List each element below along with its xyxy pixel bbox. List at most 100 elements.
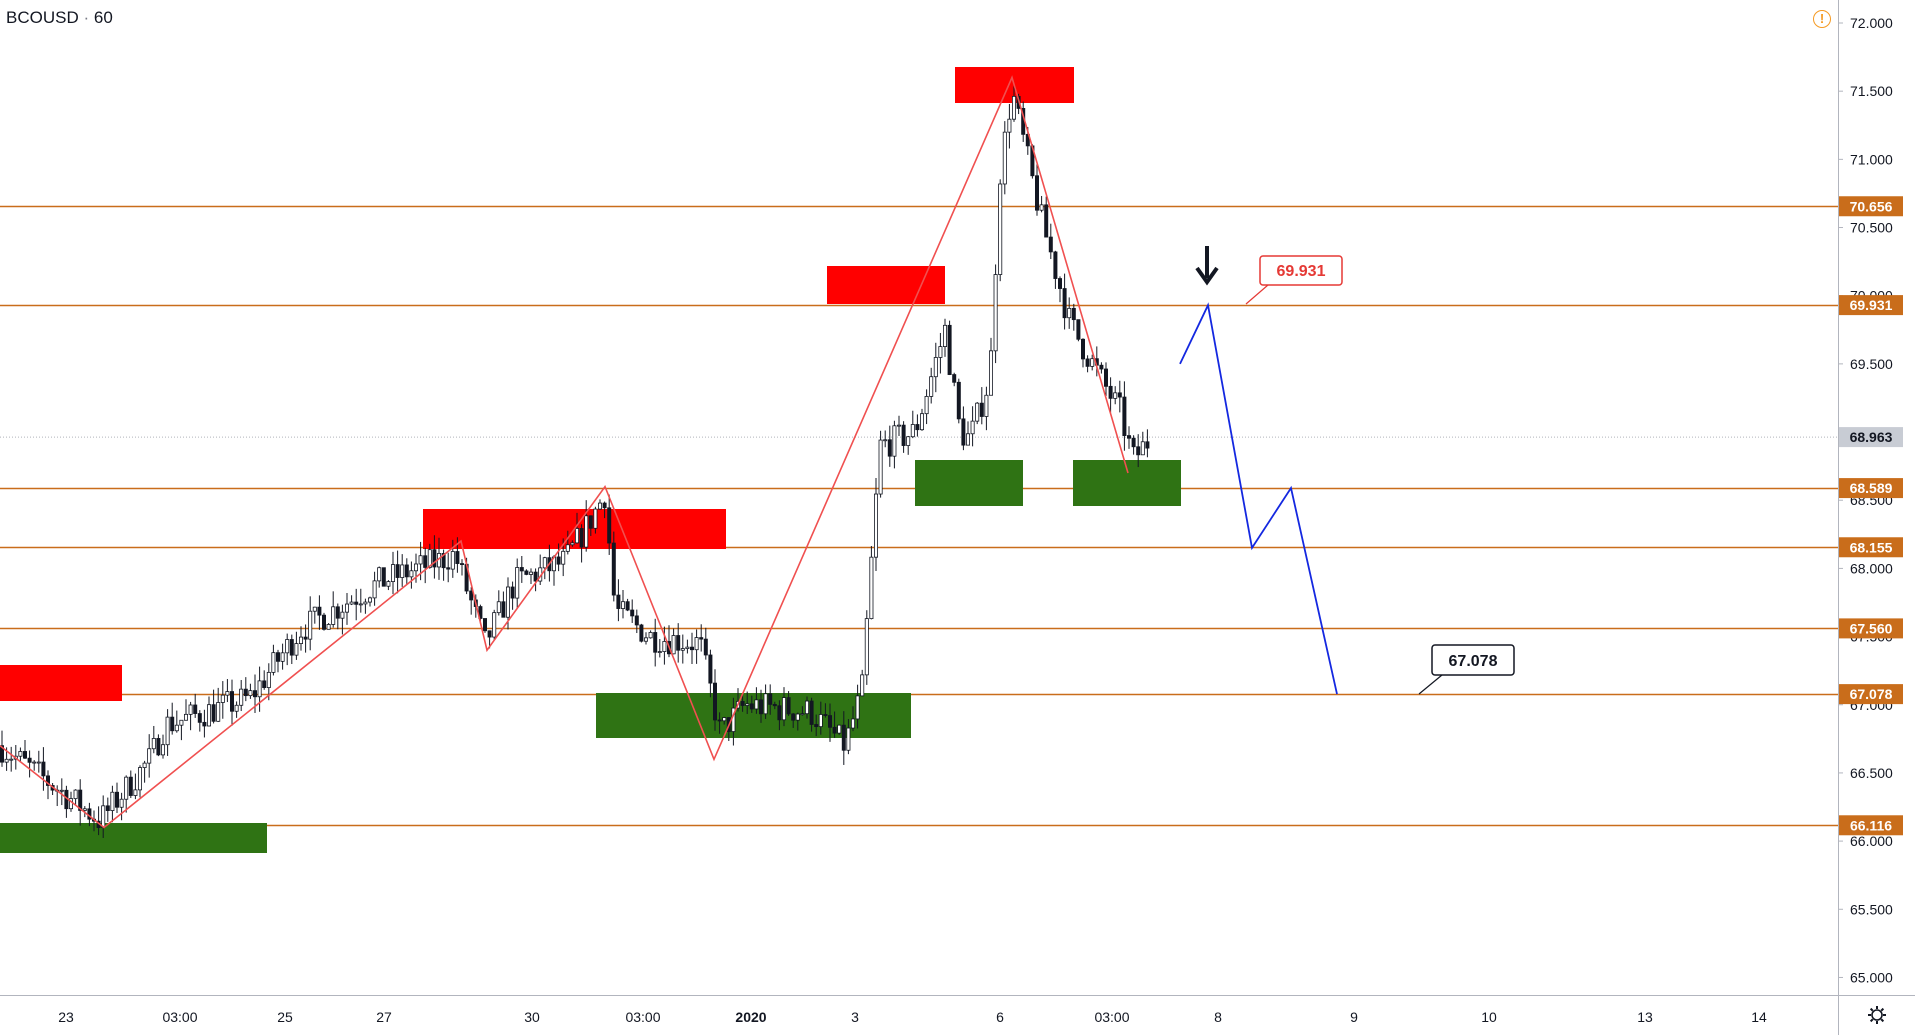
candle-body: [814, 724, 819, 728]
candle-body: [979, 402, 984, 417]
candle-body: [317, 606, 322, 616]
candle-body: [837, 724, 842, 734]
candle-body: [1062, 288, 1067, 319]
time-tick-label: 10: [1481, 1009, 1497, 1025]
candle-body: [639, 624, 644, 642]
candle-body: [1058, 278, 1063, 289]
candle-body: [243, 688, 248, 697]
demand-zone[interactable]: [596, 693, 911, 738]
wave-trendline[interactable]: [0, 75, 1129, 829]
level-price-tags: 70.656 69.931 68.589 68.155 67.560 67.078 66.1…: [1839, 196, 1903, 836]
gear-icon-tooth: [1869, 1007, 1874, 1012]
candle-body: [1085, 358, 1090, 367]
supply-zone[interactable]: [0, 665, 122, 701]
gear-icon-tooth: [1880, 1007, 1885, 1012]
candle-body: [717, 719, 722, 722]
time-tick-label: 30: [524, 1009, 540, 1025]
candle-body: [685, 646, 690, 649]
svg-text:68.963: 68.963: [1850, 429, 1893, 445]
candle-body: [910, 424, 915, 438]
candle-body: [966, 433, 971, 446]
level-price-tag: [1839, 684, 1903, 705]
candle-body: [363, 601, 368, 605]
exclamation-circle-icon[interactable]: !: [1813, 10, 1831, 28]
demand-zone[interactable]: [915, 460, 1023, 506]
callout-label: 67.078: [1449, 653, 1498, 670]
candle-body: [432, 549, 437, 568]
candle-body: [515, 567, 520, 599]
candle-body: [740, 701, 745, 706]
candle-body: [561, 550, 566, 565]
candle-body: [869, 556, 874, 620]
candle-body: [653, 632, 658, 653]
candle-body: [1104, 368, 1109, 387]
candle-body: [1122, 396, 1127, 436]
candle-body: [41, 761, 46, 777]
candle-body: [349, 601, 354, 605]
callout-target-red[interactable]: 69.931: [1245, 255, 1343, 305]
candle-body: [1044, 204, 1049, 238]
candle-body: [805, 700, 810, 715]
candle-body: [1039, 204, 1044, 211]
candle-body: [101, 805, 106, 828]
candle-body: [956, 381, 961, 420]
candle-body: [786, 697, 791, 715]
candle-body: [275, 652, 280, 662]
candle-body: [892, 425, 897, 457]
candle-body: [409, 570, 414, 578]
candle-body: [832, 726, 837, 734]
callout-target-black[interactable]: 67.078: [1418, 644, 1515, 695]
candle-body: [59, 789, 64, 792]
level-price-label: 69.931: [1850, 297, 1893, 313]
candle-body: [1113, 392, 1118, 399]
candle-body: [193, 704, 198, 714]
down-arrow-icon[interactable]: [1195, 246, 1219, 286]
projection-path[interactable]: [1179, 302, 1338, 695]
candle-body: [377, 567, 382, 582]
candle-body: [0, 745, 4, 763]
candle-body: [395, 564, 400, 578]
time-tick-label: 03:00: [162, 1009, 197, 1025]
candle-body: [713, 682, 718, 721]
candle-body: [1002, 131, 1007, 185]
candle-body: [354, 601, 359, 605]
candle-body: [924, 396, 929, 415]
candle-body: [754, 699, 759, 710]
candle-body: [933, 357, 938, 378]
candle-body: [864, 618, 869, 676]
level-price-label: 67.078: [1850, 686, 1893, 702]
interval-label: 60: [93, 8, 113, 27]
candle-body: [1099, 364, 1104, 370]
candle-body: [505, 586, 510, 618]
level-price-label: 67.560: [1850, 620, 1893, 636]
candle-body: [82, 808, 87, 811]
candle-body: [524, 570, 529, 575]
gear-icon[interactable]: [1868, 1006, 1886, 1024]
candle-body: [648, 632, 653, 639]
candle-body: [575, 528, 580, 544]
candle-body: [644, 637, 649, 642]
price-axis: 72.00071.50071.00070.50070.00069.50069.0…: [1838, 15, 1893, 985]
candle-body: [533, 571, 538, 582]
supply-zone[interactable]: [827, 266, 945, 304]
candle-body: [202, 721, 207, 727]
candle-body: [874, 493, 879, 558]
candle-body: [611, 542, 616, 596]
candle-body: [248, 690, 253, 697]
candle-body: [1117, 392, 1122, 398]
symbol-title[interactable]: BCOUSD · 60: [6, 8, 113, 28]
demand-zone[interactable]: [0, 823, 267, 853]
candle-body: [998, 183, 1003, 275]
candle-body: [459, 563, 464, 565]
candle-body: [878, 439, 883, 495]
candle-body: [266, 671, 271, 688]
candle-body: [1067, 307, 1072, 319]
candle-body: [280, 652, 285, 662]
candle-body: [809, 700, 814, 725]
candle-body: [634, 615, 639, 626]
candle-body: [703, 638, 708, 656]
price-tick-label: 69.500: [1850, 356, 1893, 372]
candle-body: [818, 714, 823, 728]
candle-body: [887, 439, 892, 457]
